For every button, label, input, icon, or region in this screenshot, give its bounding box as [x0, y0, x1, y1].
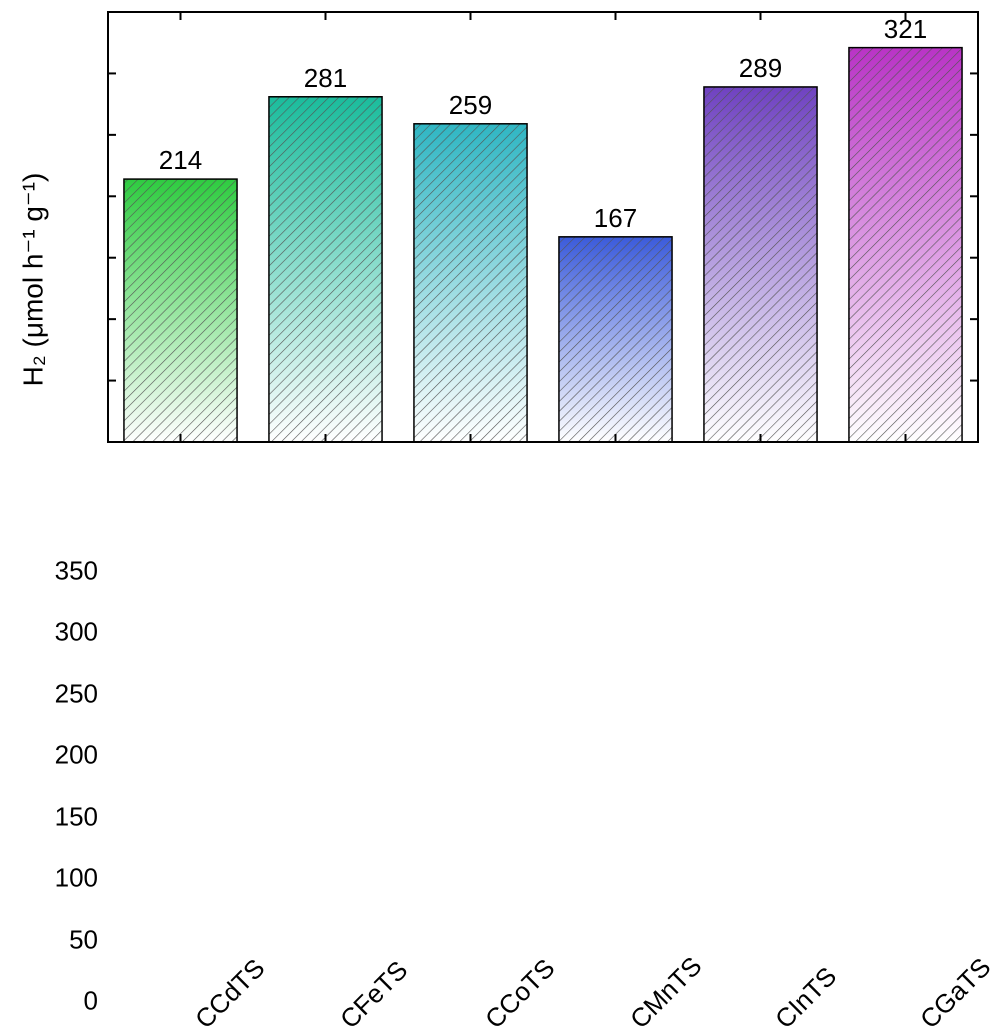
bar-value-label: 167 [594, 203, 637, 234]
y-axis-label-container: H₂ (μmol h⁻¹ g⁻¹) [18, 0, 48, 559]
bar-value-label: 259 [449, 90, 492, 121]
x-category-label: CInTS [769, 1013, 791, 1035]
x-category-label: CGaTS [914, 1013, 936, 1035]
y-tick-label: 150 [55, 801, 98, 832]
x-category-label: CFeTS [334, 1013, 356, 1035]
bar-chart-svg [0, 0, 1001, 559]
x-category-label: CCoTS [479, 1013, 501, 1035]
x-category-label: CMnTS [624, 1013, 646, 1035]
y-tick-label: 200 [55, 740, 98, 771]
y-tick-label: 300 [55, 617, 98, 648]
y-axis-label: H₂ (μmol h⁻¹ g⁻¹) [17, 173, 50, 387]
bar-value-label: 289 [739, 53, 782, 84]
bar-value-label: 281 [304, 63, 347, 94]
y-tick-label: 100 [55, 863, 98, 894]
chart-container: H₂ (μmol h⁻¹ g⁻¹) 050100150200250300350 … [0, 0, 1001, 559]
bar-value-label: 214 [159, 145, 202, 176]
y-tick-label: 350 [55, 556, 98, 587]
y-tick-label: 0 [84, 986, 98, 1017]
x-category-label: CCdTS [189, 1013, 211, 1035]
bar-value-label: 321 [884, 14, 927, 45]
y-tick-label: 250 [55, 678, 98, 709]
y-tick-label: 50 [69, 924, 98, 955]
